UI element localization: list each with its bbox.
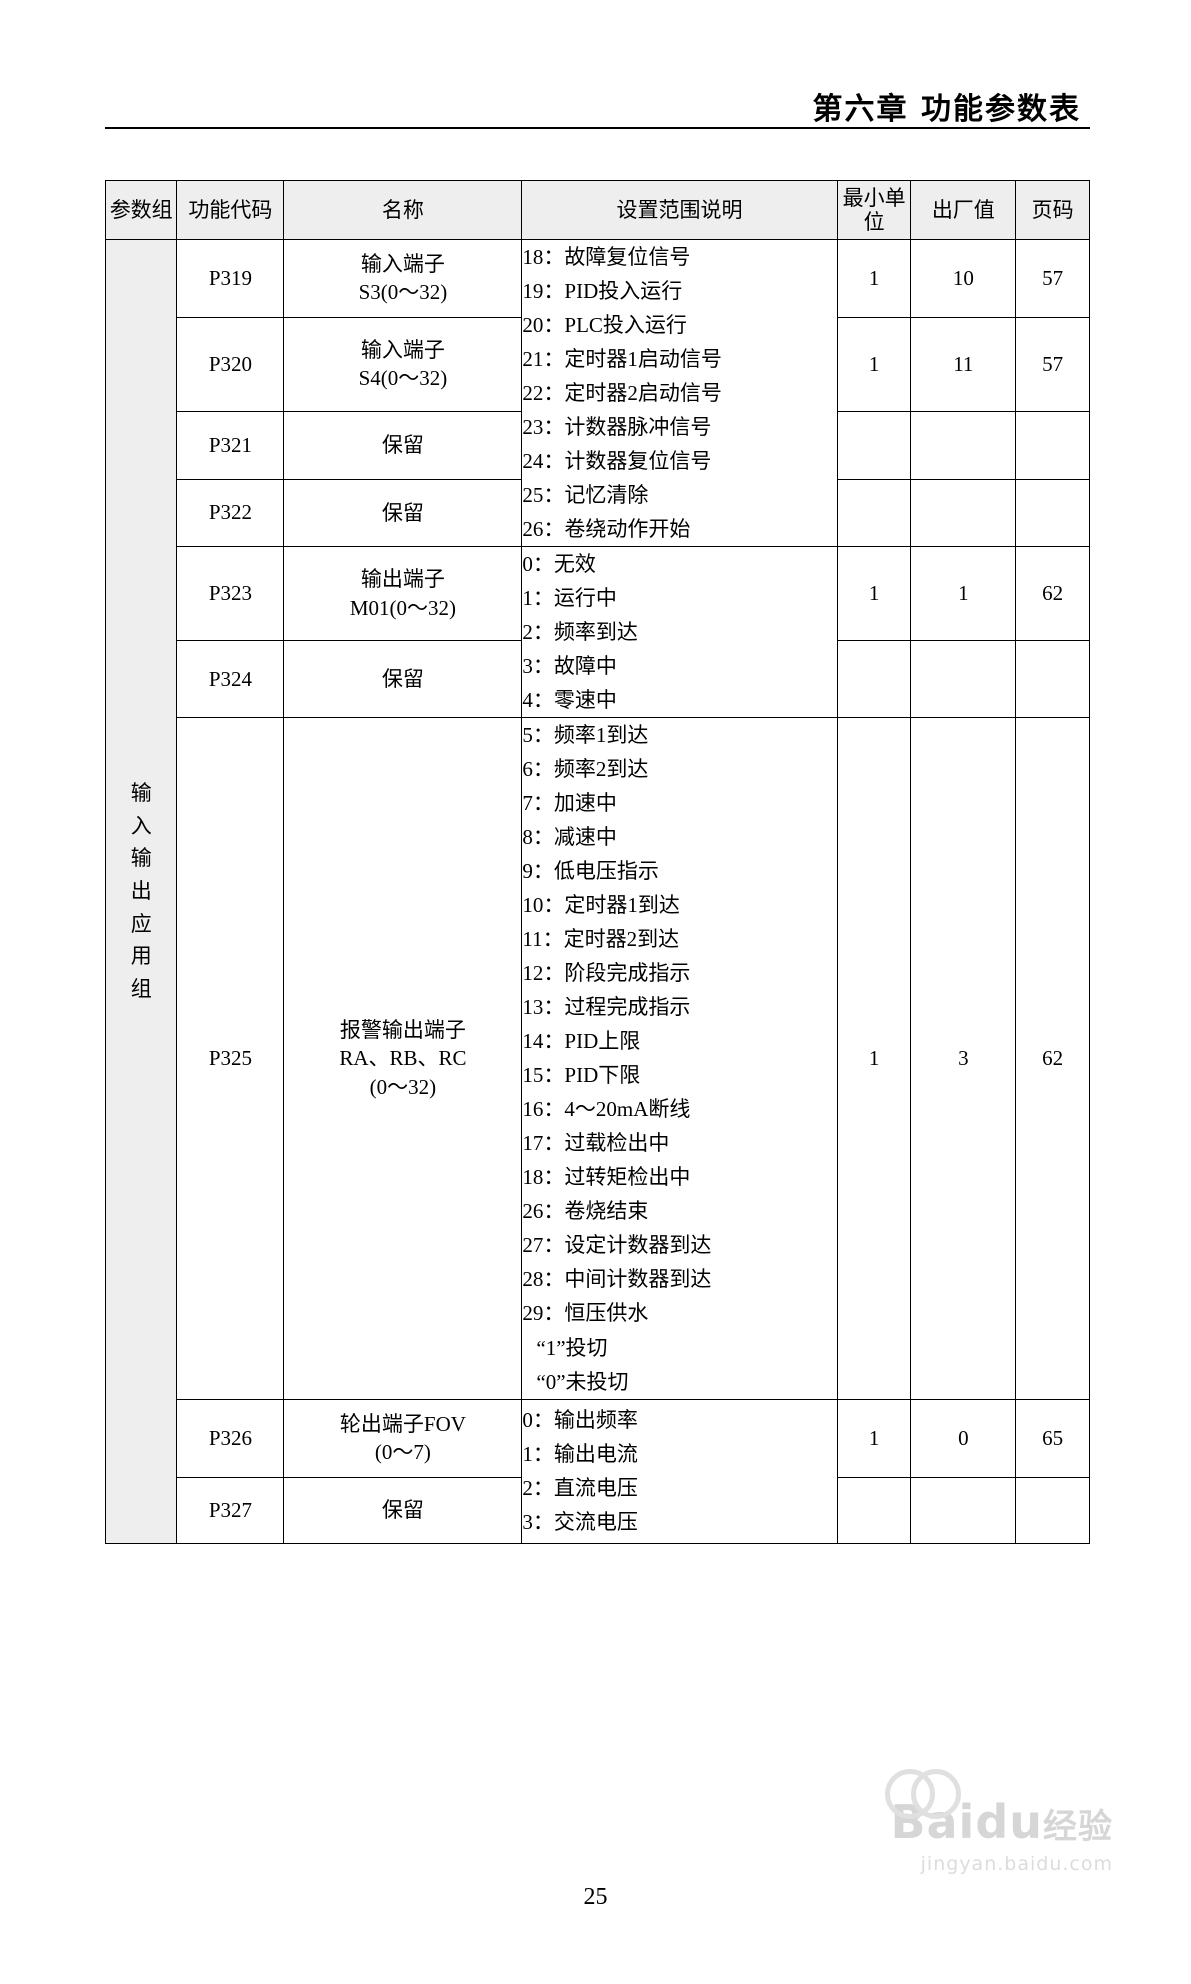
cell-desc-fov-terminal: 0：输出频率 1：输出电流 2：直流电压 3：交流电压 — [521, 1398, 838, 1544]
column-header-page: 页码 — [1015, 180, 1090, 240]
column-header-factory: 出厂值 — [910, 180, 1017, 240]
cell-code: P320 — [176, 316, 285, 412]
header-divider — [105, 127, 1090, 129]
cell-desc-alarm-terminal: 5：频率1到达 6：频率2到达 7：加速中 8：减速中 9：低电压指示 10：定… — [521, 717, 838, 1400]
cell-page — [1015, 1476, 1090, 1544]
table-row: P324 保留 — [106, 639, 1090, 719]
cell-page: 65 — [1015, 1398, 1090, 1478]
cell-name: 保留 — [283, 639, 523, 719]
cell-factory: 1 — [910, 546, 1017, 641]
column-header-unit: 最小单位 — [836, 180, 912, 240]
cell-name: 输入端子 S4(0～32) — [283, 316, 523, 412]
page-header: 第六章 功能参数表 — [0, 84, 1191, 128]
cell-factory: 0 — [910, 1398, 1017, 1478]
cell-page — [1015, 410, 1090, 480]
cell-factory — [910, 1476, 1017, 1544]
cell-name: 输出端子 M01(0～32) — [283, 546, 523, 641]
cell-name: 保留 — [283, 1476, 523, 1544]
cell-page: 62 — [1015, 717, 1090, 1400]
table-row: P326 轮出端子FOV (0～7) 0：输出频率 1：输出电流 2：直流电压 … — [106, 1398, 1090, 1544]
cell-unit — [836, 1476, 912, 1544]
table-header-row: 参数组 功能代码 名称 设置范围说明 最小单位 出厂值 页码 — [104, 180, 1090, 240]
cell-code: P319 — [176, 239, 285, 318]
cell-code: P325 — [176, 717, 285, 1400]
cell-unit: 1 — [836, 239, 912, 318]
cell-code: P321 — [176, 410, 285, 480]
table-row: P320 输入端子 S4(0～32) 1 11 57 — [106, 316, 1090, 412]
table-row: P321 保留 — [106, 410, 1090, 480]
cell-factory — [910, 410, 1017, 480]
table-row: P323 输出端子 M01(0～32) 0：无效 1：运行中 2：频率到达 3：… — [106, 546, 1090, 719]
column-header-group: 参数组 — [104, 180, 178, 240]
watermark-url: jingyan.baidu.com — [920, 1853, 1113, 1875]
cell-page: 57 — [1015, 239, 1090, 318]
cell-page — [1015, 639, 1090, 719]
cell-code: P322 — [176, 478, 285, 548]
cell-name: 轮出端子FOV (0～7) — [283, 1398, 523, 1478]
page-number: 25 — [583, 1884, 608, 1910]
cell-unit: 1 — [836, 546, 912, 641]
cell-code: P323 — [176, 546, 285, 641]
cell-name: 保留 — [283, 410, 523, 480]
cell-desc-output-terminal: 0：无效 1：运行中 2：频率到达 3：故障中 4：零速中 — [521, 546, 838, 719]
watermark: Baidu经验 jingyan.baidu.com — [885, 1769, 1113, 1875]
cell-code: P326 — [176, 1398, 285, 1478]
cell-unit: 1 — [836, 717, 912, 1400]
parameter-table: 参数组 功能代码 名称 设置范围说明 最小单位 出厂值 页码 — [104, 180, 1090, 1544]
cell-page — [1015, 478, 1090, 548]
parameter-group-cell: 输 入 输 出 应 用 组 — [104, 239, 178, 1544]
table-row: P327 保留 — [106, 1476, 1090, 1544]
cell-name: 报警输出端子 RA、RB、RC (0～32) — [283, 717, 523, 1400]
column-header-desc: 设置范围说明 — [521, 180, 838, 240]
table-row: 输 入 输 出 应 用 组 P319 输入端子 S3(0～32) 18：故障复位… — [104, 238, 1090, 1544]
column-header-name: 名称 — [283, 180, 523, 240]
cell-unit — [836, 410, 912, 480]
cell-unit — [836, 478, 912, 548]
cell-page: 62 — [1015, 546, 1090, 641]
cell-unit: 1 — [836, 316, 912, 412]
cell-code: P324 — [176, 639, 285, 719]
cell-name: 输入端子 S3(0～32) — [283, 239, 523, 318]
cell-unit: 1 — [836, 1398, 912, 1478]
cell-factory: 3 — [910, 717, 1017, 1400]
cell-unit — [836, 639, 912, 719]
column-header-code: 功能代码 — [176, 180, 285, 240]
cell-page: 57 — [1015, 316, 1090, 412]
cell-desc-input-terminal: 18：故障复位信号 19：PID投入运行 20：PLC投入运行 21：定时器1启… — [521, 238, 838, 548]
cell-factory — [910, 639, 1017, 719]
cell-factory — [910, 478, 1017, 548]
cell-factory: 10 — [910, 239, 1017, 318]
cell-code: P327 — [176, 1476, 285, 1544]
baidu-paw-icon — [885, 1769, 981, 1819]
cell-factory: 11 — [910, 316, 1017, 412]
table-row: P325 报警输出端子 RA、RB、RC (0～32) 5：频率1到达 6：频率… — [106, 717, 1090, 1400]
chapter-title: 第六章 功能参数表 — [812, 92, 1081, 127]
cell-name: 保留 — [283, 478, 523, 548]
